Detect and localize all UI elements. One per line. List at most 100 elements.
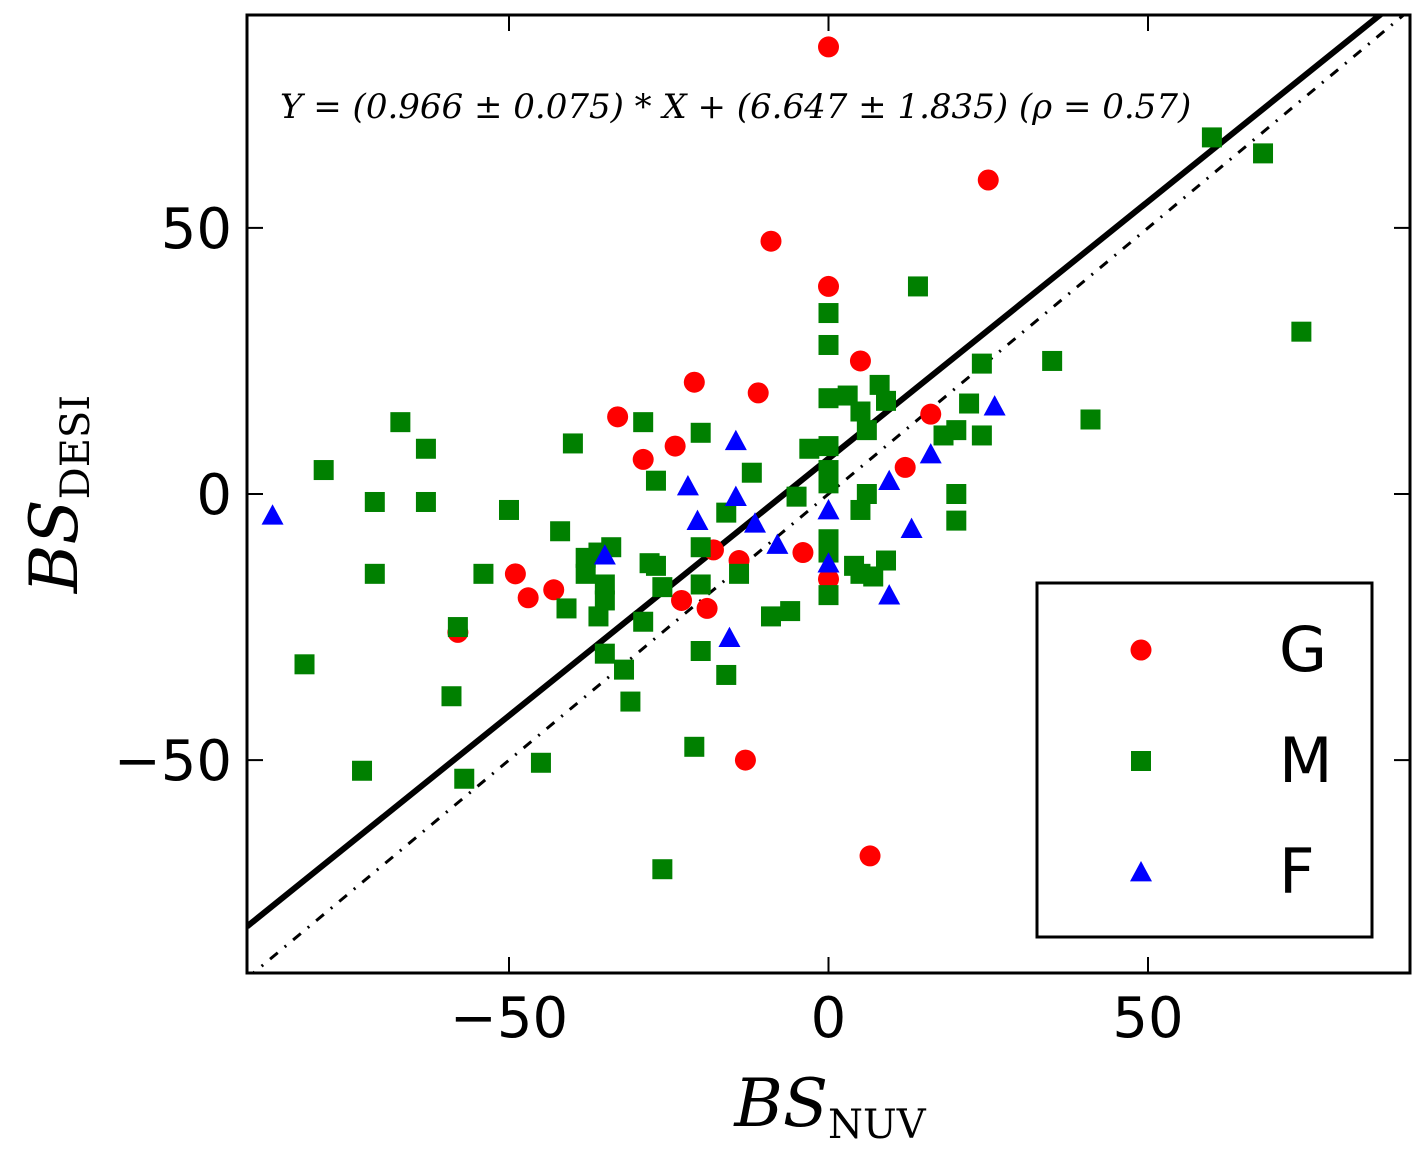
x-tick-labels: −50 0 50 <box>450 986 1184 1051</box>
point-m <box>562 433 583 454</box>
legend-marker-f <box>1130 861 1152 882</box>
point-g <box>664 435 686 457</box>
point-m <box>1042 350 1063 371</box>
point-m <box>352 760 373 781</box>
point-g <box>747 382 769 404</box>
point-m <box>818 473 839 494</box>
y-axis-label-main: BS <box>16 499 93 594</box>
point-m <box>837 385 858 406</box>
legend-marker-g <box>1130 639 1152 661</box>
y-axis-label-sub: DESI <box>53 395 99 499</box>
point-g <box>818 568 839 590</box>
point-m <box>498 499 519 520</box>
point-m <box>684 736 705 757</box>
point-m <box>652 859 673 880</box>
point-f <box>919 443 942 464</box>
point-m <box>690 422 711 443</box>
legend: G M F <box>1035 581 1374 939</box>
legend-box <box>1035 581 1374 939</box>
point-g <box>977 169 999 191</box>
point-m <box>729 563 750 584</box>
point-f <box>261 504 284 525</box>
point-m <box>415 491 436 512</box>
plot-frame <box>245 13 1412 975</box>
point-m <box>645 555 666 576</box>
point-m <box>876 550 897 571</box>
reference-line-layer <box>251 15 1406 973</box>
point-m <box>575 563 596 584</box>
ticks-layer <box>247 15 1410 973</box>
point-m <box>364 563 385 584</box>
point-m <box>1201 127 1222 148</box>
point-m <box>818 436 839 457</box>
point-f <box>744 512 767 533</box>
point-m <box>946 484 967 504</box>
y-tick-label: 0 <box>196 463 232 528</box>
point-m <box>364 491 385 512</box>
point-m <box>594 574 615 595</box>
point-m <box>1291 321 1312 342</box>
point-m <box>799 438 820 459</box>
point-m <box>907 276 928 297</box>
point-m <box>447 617 468 638</box>
point-g <box>517 587 539 609</box>
point-f <box>817 552 840 573</box>
point-m <box>594 590 615 611</box>
point-f <box>718 626 741 648</box>
point-m <box>760 606 781 627</box>
point-f <box>686 509 709 530</box>
point-m <box>313 460 334 481</box>
point-f <box>593 544 616 565</box>
point-m <box>741 462 762 483</box>
y-tick-labels: −50 0 50 <box>114 197 232 794</box>
point-m <box>556 598 577 619</box>
point-m <box>390 412 411 433</box>
legend-label-f: F <box>1279 835 1315 908</box>
point-m <box>786 486 807 507</box>
point-g <box>792 542 814 564</box>
point-m <box>876 390 897 411</box>
point-m <box>850 499 871 520</box>
point-m <box>716 664 737 685</box>
point-g <box>849 350 871 372</box>
point-f <box>900 517 923 538</box>
point-m <box>415 438 436 459</box>
point-m <box>856 484 877 504</box>
point-g <box>859 845 881 867</box>
point-f <box>817 498 840 520</box>
legend-marker-m <box>1131 751 1151 771</box>
point-m <box>959 393 980 414</box>
point-m <box>690 574 711 595</box>
x-axis-label: BSNUV <box>733 1065 926 1148</box>
point-m <box>946 510 967 531</box>
point-f <box>878 469 901 491</box>
one-to-one-reference-line <box>251 15 1406 973</box>
point-m <box>971 353 992 374</box>
x-tick-label: 0 <box>811 986 847 1051</box>
point-m <box>530 752 551 773</box>
point-m <box>856 420 877 441</box>
point-g <box>734 749 756 771</box>
legend-label-m: M <box>1279 724 1333 797</box>
point-m <box>588 606 609 627</box>
point-m <box>690 537 711 558</box>
point-g <box>543 579 565 601</box>
point-f <box>983 395 1006 416</box>
point-m <box>294 654 315 675</box>
point-g <box>760 230 782 252</box>
point-g <box>818 36 839 58</box>
point-f <box>766 533 789 554</box>
point-m <box>473 563 494 584</box>
point-m <box>614 659 635 680</box>
x-axis-label-sub: NUV <box>828 1102 927 1148</box>
point-m <box>550 521 571 542</box>
point-m <box>633 412 654 433</box>
point-m <box>1080 409 1101 430</box>
point-f <box>724 485 747 507</box>
point-g <box>504 563 526 585</box>
point-m <box>818 388 839 409</box>
fit-annotation: Y = (0.966 ± 0.075) * X + (6.647 ± 1.835… <box>280 87 1191 127</box>
point-m <box>633 611 654 632</box>
point-g <box>920 403 942 425</box>
y-axis-label: BSDESI <box>16 395 99 594</box>
